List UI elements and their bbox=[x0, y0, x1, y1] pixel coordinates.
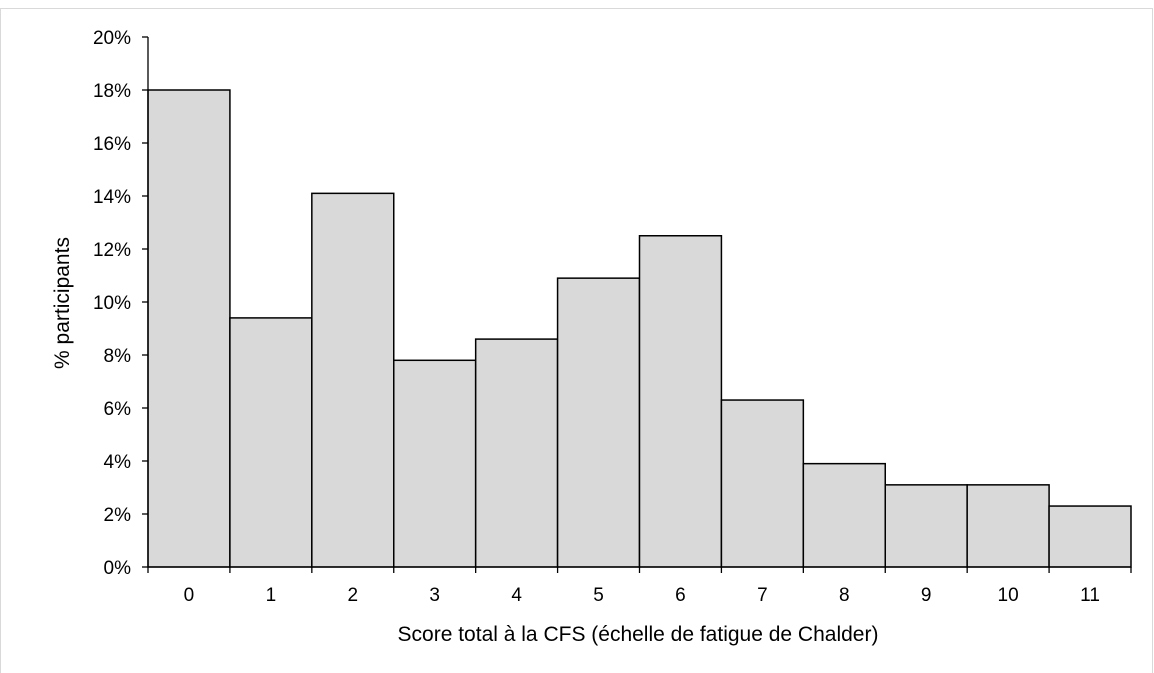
bars-group bbox=[147, 89, 1132, 568]
bar-8 bbox=[802, 462, 887, 568]
y-tick-label: 20% bbox=[93, 28, 131, 49]
bar-0 bbox=[147, 89, 231, 568]
bar-4 bbox=[474, 338, 559, 568]
bar-6 bbox=[638, 235, 723, 568]
bar-9 bbox=[884, 484, 968, 568]
x-tick-label: 11 bbox=[1080, 585, 1100, 606]
x-axis-title: Score total à la CFS (échelle de fatigue… bbox=[398, 623, 879, 646]
x-tick-label: 5 bbox=[593, 585, 604, 606]
x-tick-label: 6 bbox=[675, 585, 686, 606]
x-tick-label: 2 bbox=[348, 585, 359, 606]
chart-frame-left-edge bbox=[0, 8, 1, 673]
bar-11 bbox=[1048, 505, 1132, 568]
y-tick-label: 2% bbox=[104, 505, 132, 526]
y-axis-title: % participants bbox=[51, 237, 74, 369]
y-tick-label: 0% bbox=[104, 558, 132, 579]
bar-3 bbox=[393, 359, 477, 568]
x-tick-label: 1 bbox=[266, 585, 277, 606]
x-tick-label: 9 bbox=[921, 585, 932, 606]
y-tick-label: 16% bbox=[93, 134, 131, 155]
axes-group bbox=[142, 36, 1132, 573]
bar-1 bbox=[229, 317, 313, 568]
y-tick-label: 18% bbox=[93, 81, 131, 102]
chart-frame bbox=[0, 8, 1153, 673]
y-tick-label: 14% bbox=[93, 187, 131, 208]
y-tick-label: 8% bbox=[104, 346, 132, 367]
x-tick-label: 4 bbox=[511, 585, 522, 606]
bar-10 bbox=[966, 484, 1050, 568]
x-tick-label: 0 bbox=[184, 585, 195, 606]
y-tick-label: 6% bbox=[104, 399, 132, 420]
x-tick-label: 8 bbox=[839, 585, 850, 606]
bar-7 bbox=[720, 399, 805, 568]
x-tick-label: 10 bbox=[998, 585, 1019, 606]
x-tick-label: 7 bbox=[757, 585, 768, 606]
y-tick-label: 4% bbox=[104, 452, 132, 473]
bar-5 bbox=[556, 277, 641, 568]
bar-2 bbox=[311, 192, 395, 568]
y-tick-labels: 0% 2% 4% 6% 8% 10% 12% 14% 16% 18% 20% bbox=[93, 28, 131, 579]
y-tick-label: 12% bbox=[93, 240, 131, 261]
y-tick-label: 10% bbox=[93, 293, 131, 314]
x-tick-label: 3 bbox=[429, 585, 440, 606]
x-tick-labels: 0 1 2 3 4 5 6 7 8 9 10 11 bbox=[184, 585, 1100, 606]
